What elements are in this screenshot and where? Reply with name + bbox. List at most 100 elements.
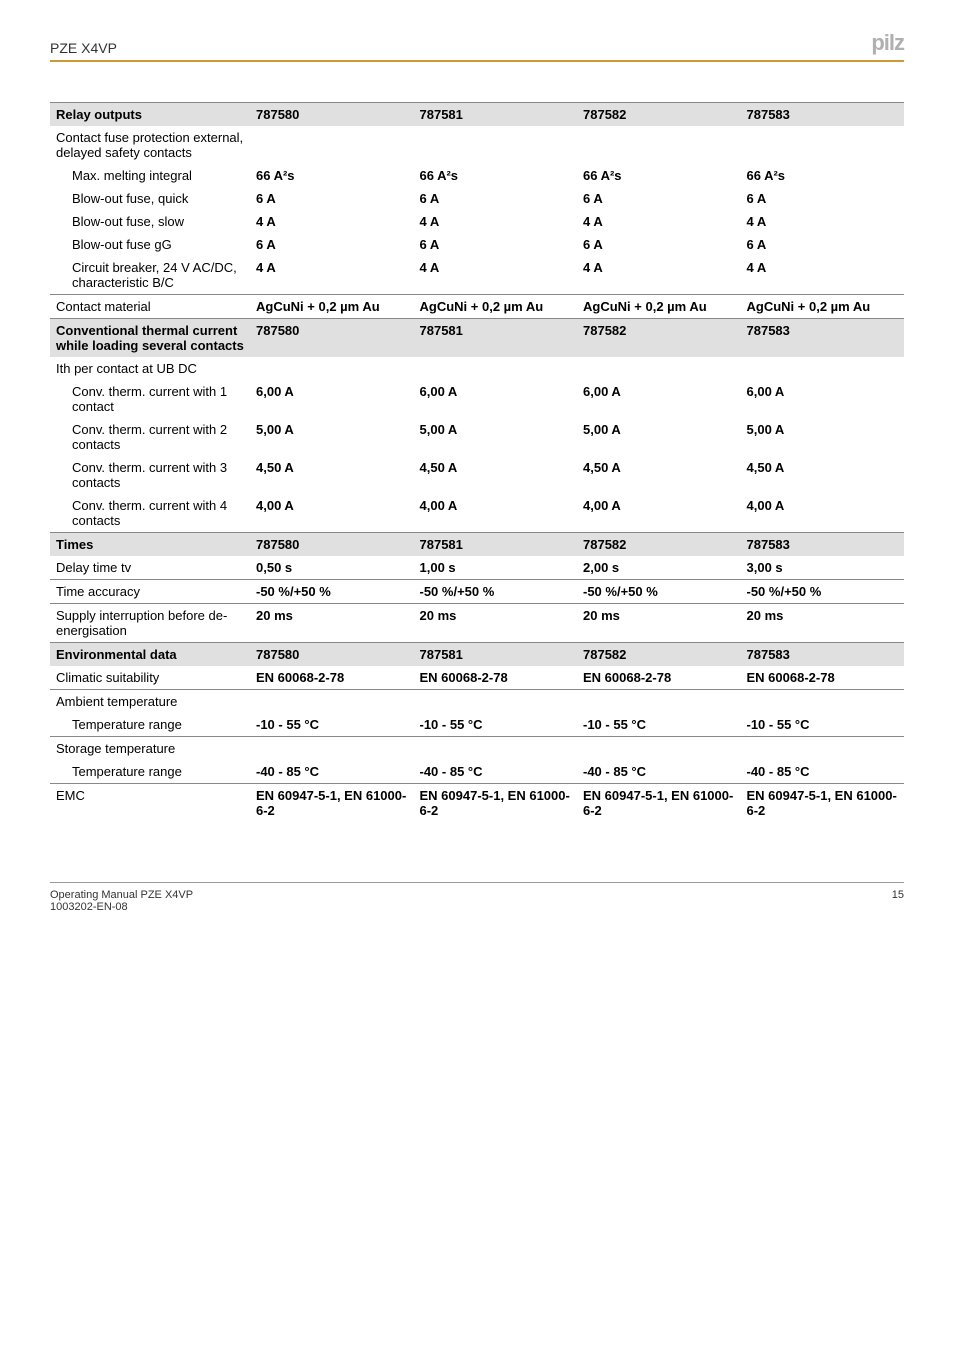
row-value [741, 690, 905, 714]
row-value [414, 737, 578, 761]
row-label: Time accuracy [50, 580, 250, 604]
row-value: 66 A²s [741, 164, 905, 187]
row-value: AgCuNi + 0,2 µm Au [741, 295, 905, 319]
row-label: Blow-out fuse gG [50, 233, 250, 256]
section-label: Environmental data [50, 643, 250, 667]
brand-logo: pilz [871, 30, 904, 56]
row-value: 6 A [414, 187, 578, 210]
page-header: PZE X4VP pilz [50, 30, 904, 62]
row-value [741, 357, 905, 380]
row-value: 4,00 A [741, 494, 905, 533]
row-value: 4 A [250, 256, 414, 295]
row-value: 66 A²s [250, 164, 414, 187]
row-value: -40 - 85 °C [741, 760, 905, 784]
row-value: 20 ms [250, 604, 414, 643]
section-col-id: 787583 [741, 643, 905, 667]
row-value: 4 A [577, 256, 741, 295]
row-value: 4,50 A [250, 456, 414, 494]
row-value: AgCuNi + 0,2 µm Au [414, 295, 578, 319]
row-value: 6 A [577, 233, 741, 256]
row-value: EN 60068-2-78 [741, 666, 905, 690]
section-col-id: 787580 [250, 643, 414, 667]
section-header-row: Conventional thermal current while loadi… [50, 319, 904, 358]
row-value [577, 357, 741, 380]
row-value: 6 A [250, 233, 414, 256]
section-col-id: 787580 [250, 103, 414, 127]
section-col-id: 787582 [577, 643, 741, 667]
section-col-id: 787581 [414, 319, 578, 358]
row-value: 20 ms [741, 604, 905, 643]
page-footer: Operating Manual PZE X4VP 1003202-EN-08 … [50, 882, 904, 913]
row-value [414, 690, 578, 714]
row-value: 6,00 A [577, 380, 741, 418]
table-row: Blow-out fuse, quick6 A6 A6 A6 A [50, 187, 904, 210]
row-value: 4 A [577, 210, 741, 233]
row-value: EN 60068-2-78 [250, 666, 414, 690]
row-label: Conv. therm. current with 1 contact [50, 380, 250, 418]
row-value: EN 60947-5-1, EN 61000-6-2 [741, 784, 905, 823]
row-value: -50 %/+50 % [414, 580, 578, 604]
row-value: 4,00 A [414, 494, 578, 533]
row-label: Supply interruption before de-energisati… [50, 604, 250, 643]
row-label: Delay time tv [50, 556, 250, 580]
footer-manual-title: Operating Manual PZE X4VP [50, 889, 193, 901]
row-value: 4 A [741, 256, 905, 295]
section-col-id: 787583 [741, 319, 905, 358]
table-row: Supply interruption before de-energisati… [50, 604, 904, 643]
table-row: Blow-out fuse gG6 A6 A6 A6 A [50, 233, 904, 256]
row-value: 5,00 A [250, 418, 414, 456]
row-value [250, 737, 414, 761]
row-value: 4 A [741, 210, 905, 233]
table-row: Circuit breaker, 24 V AC/DC, characteris… [50, 256, 904, 295]
row-value: 66 A²s [414, 164, 578, 187]
section-col-id: 787582 [577, 319, 741, 358]
table-row: Storage temperature [50, 737, 904, 761]
row-value: EN 60947-5-1, EN 61000-6-2 [577, 784, 741, 823]
row-value: 6 A [741, 233, 905, 256]
row-label: Climatic suitability [50, 666, 250, 690]
row-value: 5,00 A [414, 418, 578, 456]
row-value: -40 - 85 °C [250, 760, 414, 784]
row-value [741, 126, 905, 164]
section-col-id: 787581 [414, 533, 578, 557]
row-label: EMC [50, 784, 250, 823]
row-value: 6,00 A [741, 380, 905, 418]
row-value: 6 A [414, 233, 578, 256]
row-value: EN 60947-5-1, EN 61000-6-2 [250, 784, 414, 823]
row-value: -10 - 55 °C [250, 713, 414, 737]
row-value: -50 %/+50 % [577, 580, 741, 604]
row-label: Contact fuse protection external, delaye… [50, 126, 250, 164]
row-value: 4,50 A [577, 456, 741, 494]
section-col-id: 787583 [741, 533, 905, 557]
row-label: Conv. therm. current with 3 contacts [50, 456, 250, 494]
row-label: Blow-out fuse, quick [50, 187, 250, 210]
row-value: 6 A [250, 187, 414, 210]
row-value: 4,50 A [741, 456, 905, 494]
row-value: 1,00 s [414, 556, 578, 580]
section-col-id: 787581 [414, 103, 578, 127]
table-row: Contact fuse protection external, delaye… [50, 126, 904, 164]
row-value: 3,00 s [741, 556, 905, 580]
spec-table: Relay outputs787580787581787582787583Con… [50, 102, 904, 822]
row-value: -50 %/+50 % [250, 580, 414, 604]
row-value: 4 A [414, 210, 578, 233]
row-label: Ambient temperature [50, 690, 250, 714]
row-value: 6 A [741, 187, 905, 210]
table-row: Delay time tv0,50 s1,00 s2,00 s3,00 s [50, 556, 904, 580]
row-value [741, 737, 905, 761]
row-value: 4,00 A [250, 494, 414, 533]
table-row: Conv. therm. current with 3 contacts4,50… [50, 456, 904, 494]
table-row: Blow-out fuse, slow4 A4 A4 A4 A [50, 210, 904, 233]
row-value [250, 126, 414, 164]
section-col-id: 787582 [577, 103, 741, 127]
row-value: 6,00 A [250, 380, 414, 418]
row-value [250, 690, 414, 714]
section-header-row: Times787580787581787582787583 [50, 533, 904, 557]
footer-doc-id: 1003202-EN-08 [50, 901, 193, 913]
table-row: Climatic suitabilityEN 60068-2-78EN 6006… [50, 666, 904, 690]
row-value: 0,50 s [250, 556, 414, 580]
row-label: Temperature range [50, 760, 250, 784]
table-row: Max. melting integral66 A²s66 A²s66 A²s6… [50, 164, 904, 187]
section-col-id: 787583 [741, 103, 905, 127]
table-row: Temperature range-40 - 85 °C-40 - 85 °C-… [50, 760, 904, 784]
